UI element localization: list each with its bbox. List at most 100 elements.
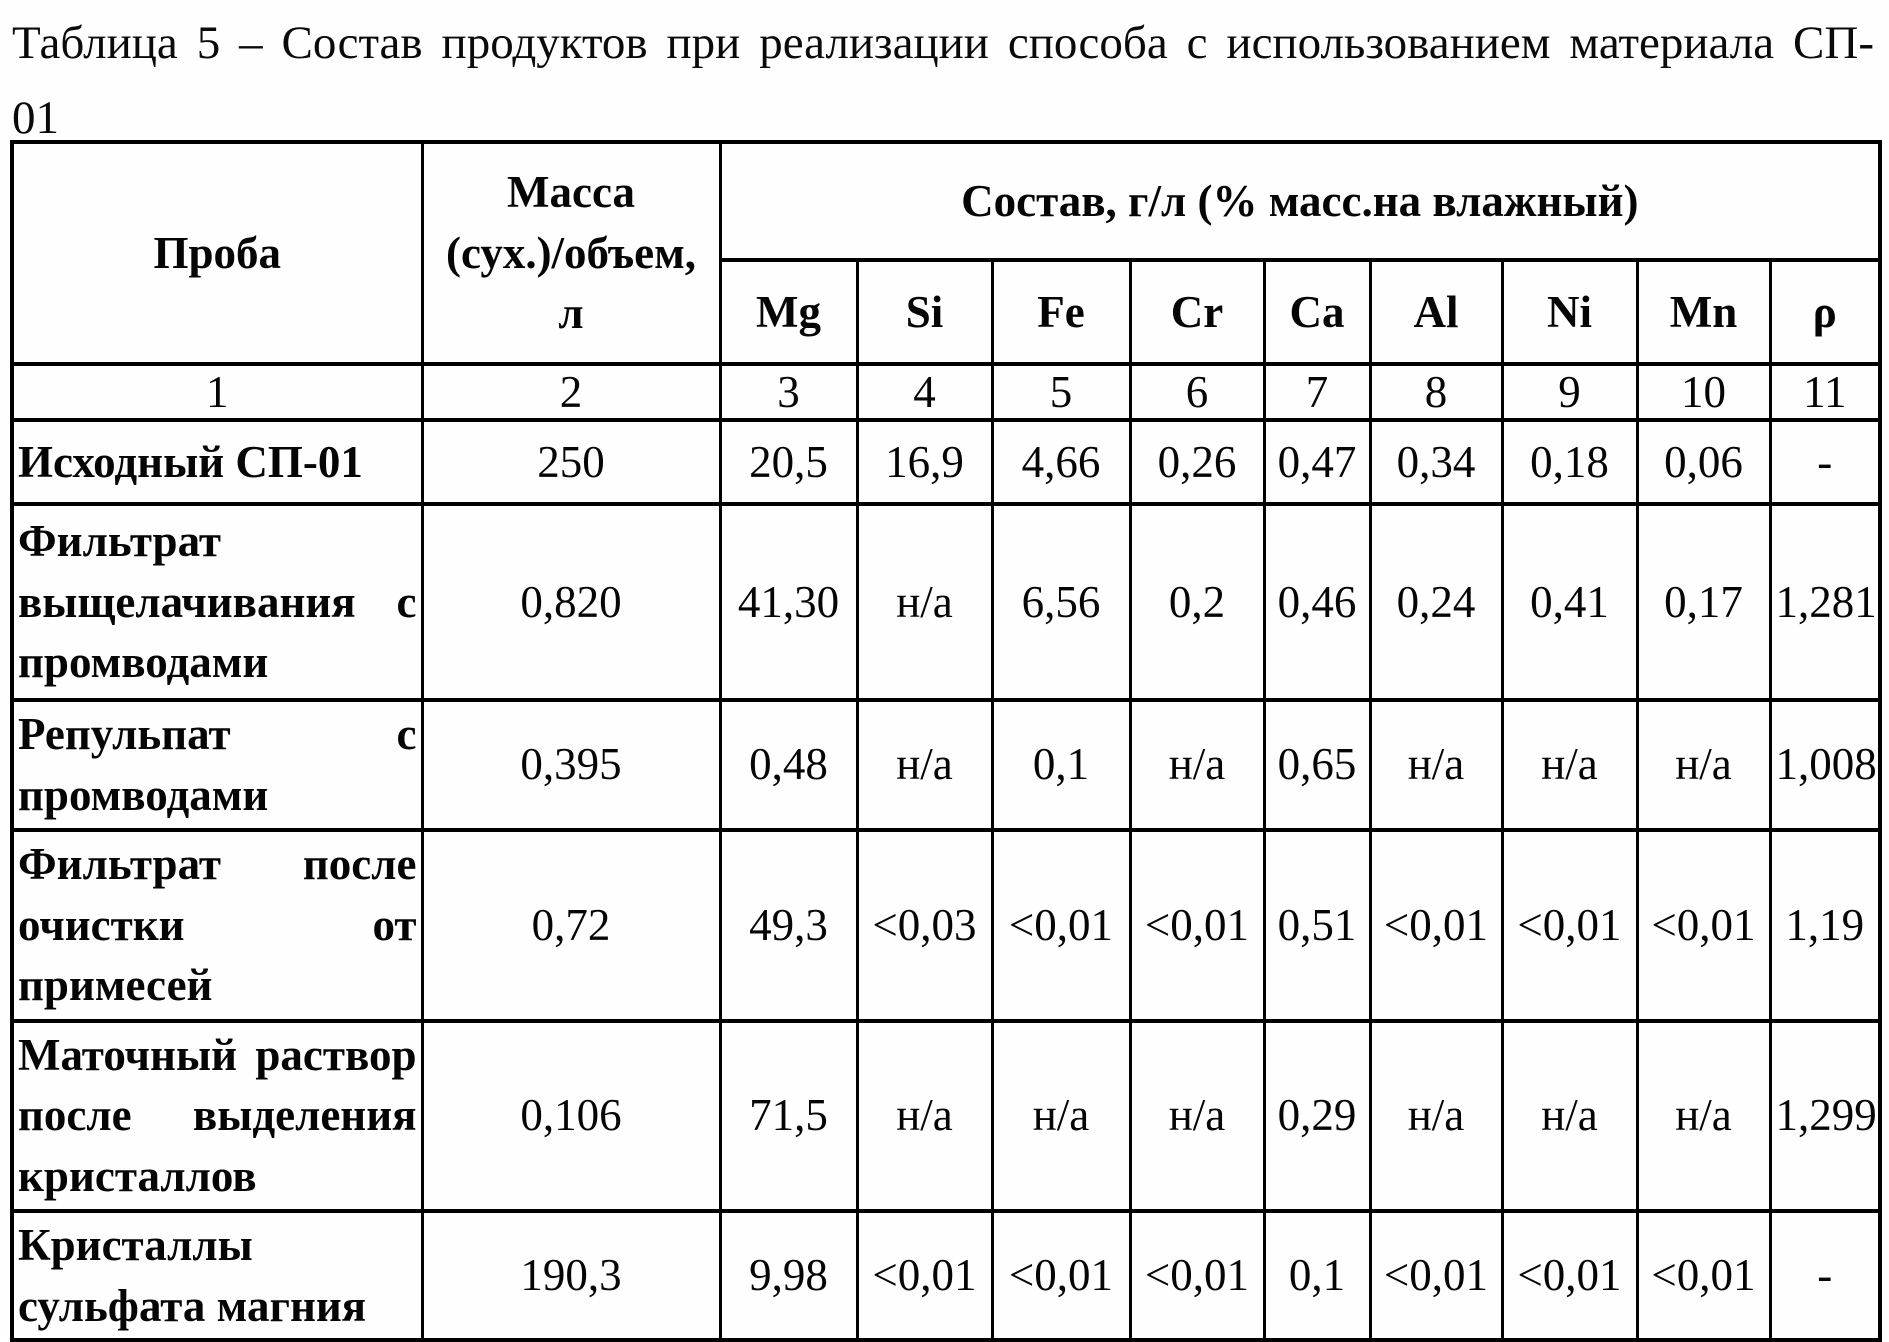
value-cell: - <box>1768 1208 1882 1342</box>
value-cell: 0,65 <box>1262 698 1372 832</box>
value-cell: 4,66 <box>990 418 1132 506</box>
value-cell: <0,01 <box>1635 1208 1772 1342</box>
value-cell: 0,47 <box>1262 418 1372 506</box>
table-caption: Таблица 5 – Состав продуктов при реализа… <box>12 6 1874 156</box>
value-cell: н/а <box>855 1018 994 1213</box>
value-cell: 1,299 <box>1768 1018 1882 1213</box>
header-element-al: Al <box>1368 258 1504 366</box>
sample-line: после выделения <box>18 1090 417 1141</box>
value-cell: 0,18 <box>1500 418 1639 506</box>
value-cell: 0,06 <box>1635 418 1772 506</box>
sample-name-cell: Репульпат с промводами <box>10 698 424 832</box>
value-cell: 0,2 <box>1128 502 1266 702</box>
mass-cell: 0,395 <box>420 698 722 832</box>
header-element-ni: Ni <box>1500 258 1639 366</box>
sample-name-cell: Кристаллы сульфата магния <box>10 1208 424 1342</box>
column-number: 8 <box>1368 362 1504 422</box>
value-cell: - <box>1768 418 1882 506</box>
table-row: Фильтрат после очистки от примесей 0,72 … <box>10 827 1882 1023</box>
value-cell: <0,01 <box>1368 1208 1504 1342</box>
value-cell: 1,19 <box>1768 827 1882 1023</box>
value-cell: н/а <box>1500 1018 1639 1213</box>
header-mass-line: Масса <box>507 166 635 217</box>
header-element-si: Si <box>855 258 994 366</box>
column-number: 2 <box>420 362 722 422</box>
mass-cell: 0,820 <box>420 502 722 702</box>
sample-line: промводами <box>18 769 269 820</box>
value-cell: 0,17 <box>1635 502 1772 702</box>
column-number: 6 <box>1128 362 1266 422</box>
header-element-ca: Ca <box>1262 258 1372 366</box>
header-element-cr: Cr <box>1128 258 1266 366</box>
value-cell: н/а <box>855 698 994 832</box>
value-cell: н/а <box>990 1018 1132 1213</box>
sample-name-cell: Фильтрат после очистки от примесей <box>10 827 424 1023</box>
mass-cell: 250 <box>420 418 722 506</box>
table-row: Фильтрат выщелачивания с промводами 0,82… <box>10 502 1882 702</box>
value-cell: 0,29 <box>1262 1018 1372 1213</box>
products-composition-table: Проба Масса (сух.)/объем, л Состав, г/л … <box>10 140 1883 1342</box>
column-number: 3 <box>718 362 859 422</box>
value-cell: н/а <box>1368 698 1504 832</box>
sample-line: сульфата магния <box>18 1280 367 1331</box>
table-row: Репульпат с промводами 0,395 0,48 н/а 0,… <box>10 698 1882 832</box>
value-cell: 71,5 <box>718 1018 859 1213</box>
value-cell: 0,24 <box>1368 502 1504 702</box>
sample-line: выщелачивания с <box>18 576 417 627</box>
value-cell: 0,48 <box>718 698 859 832</box>
header-row-elements: Mg Si Fe Cr Ca Al Ni Mn ρ <box>12 258 1882 366</box>
header-element-mg: Mg <box>718 258 859 366</box>
value-cell: 0,41 <box>1500 502 1639 702</box>
column-number: 11 <box>1768 362 1882 422</box>
column-number: 9 <box>1500 362 1639 422</box>
value-cell: 1,281 <box>1768 502 1882 702</box>
column-number: 4 <box>855 362 994 422</box>
sample-name-cell: Маточный раствор после выделения кристал… <box>10 1018 424 1213</box>
sample-line: кристаллов <box>18 1151 257 1201</box>
header-composition: Состав, г/л (% масс.на влажный) <box>718 140 1882 262</box>
value-cell: <0,01 <box>1500 827 1639 1023</box>
value-cell: <0,03 <box>855 827 994 1023</box>
table-row: Маточный раствор после выделения кристал… <box>10 1018 1882 1213</box>
column-number: 10 <box>1635 362 1772 422</box>
value-cell: 49,3 <box>718 827 859 1023</box>
column-number: 1 <box>10 362 424 422</box>
value-cell: н/а <box>1500 698 1639 832</box>
sample-line: Фильтрат <box>18 515 222 566</box>
column-number: 5 <box>990 362 1132 422</box>
value-cell: 0,26 <box>1128 418 1266 506</box>
mass-cell: 0,106 <box>420 1018 722 1213</box>
header-element-rho: ρ <box>1768 258 1882 366</box>
sample-name-cell: Исходный СП-01 <box>10 418 424 506</box>
value-cell: н/а <box>1128 698 1266 832</box>
column-number-row: 1 2 3 4 5 6 7 8 9 10 11 <box>10 362 1882 422</box>
value-cell: н/а <box>1368 1018 1504 1213</box>
mass-cell: 190,3 <box>420 1208 722 1342</box>
table-row: Исходный СП-01 250 20,5 16,9 4,66 0,26 0… <box>10 418 1882 506</box>
header-mass: Масса (сух.)/объем, л <box>420 140 722 366</box>
value-cell: <0,01 <box>1128 827 1266 1023</box>
header-sample: Проба <box>10 140 424 366</box>
table-caption-line1: Таблица 5 – Состав продуктов при реализа… <box>12 17 1874 69</box>
value-cell: 6,56 <box>990 502 1132 702</box>
value-cell: н/а <box>855 502 994 702</box>
sample-line: Репульпат с <box>18 709 417 759</box>
table-row: Кристаллы сульфата магния 190,3 9,98 <0,… <box>10 1208 1882 1342</box>
value-cell: <0,01 <box>855 1208 994 1342</box>
value-cell: <0,01 <box>1500 1208 1639 1342</box>
header-element-mn: Mn <box>1635 258 1772 366</box>
sample-line: Исходный СП-01 <box>18 436 363 487</box>
value-cell: 9,98 <box>718 1208 859 1342</box>
value-cell: <0,01 <box>990 1208 1132 1342</box>
value-cell: <0,01 <box>1128 1208 1266 1342</box>
value-cell: 41,30 <box>718 502 859 702</box>
sample-line: Кристаллы <box>18 1219 253 1270</box>
column-number: 7 <box>1262 362 1372 422</box>
sample-line: Фильтрат после <box>18 838 417 889</box>
value-cell: <0,01 <box>990 827 1132 1023</box>
value-cell: 0,1 <box>1262 1208 1372 1342</box>
value-cell: 0,1 <box>990 698 1132 832</box>
header-row-1: Проба Масса (сух.)/объем, л Состав, г/л … <box>10 140 1882 366</box>
value-cell: 20,5 <box>718 418 859 506</box>
